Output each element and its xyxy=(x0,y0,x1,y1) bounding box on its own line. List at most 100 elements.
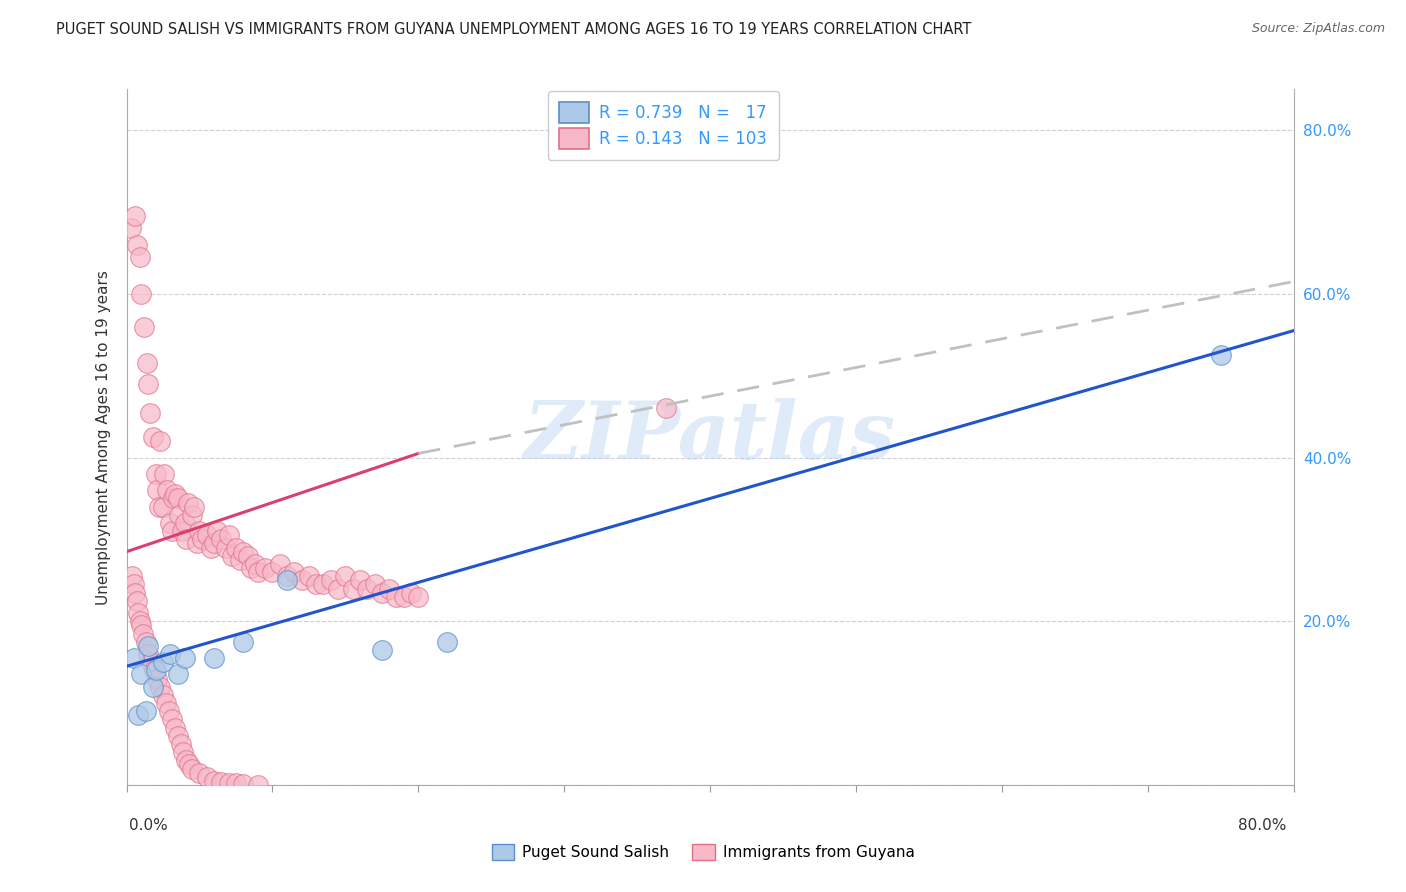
Point xyxy=(129,618,152,632)
Point xyxy=(152,688,174,702)
Point xyxy=(276,569,298,583)
Point xyxy=(127,708,149,723)
Point xyxy=(134,634,156,648)
Point xyxy=(155,696,177,710)
Point xyxy=(142,680,165,694)
Point xyxy=(378,582,401,596)
Point xyxy=(356,582,378,596)
Point xyxy=(152,500,174,514)
Point xyxy=(363,577,385,591)
Point xyxy=(166,667,188,681)
Point xyxy=(148,500,170,514)
Point xyxy=(218,775,240,789)
Point xyxy=(156,483,179,498)
Point xyxy=(159,516,181,530)
Point xyxy=(239,561,262,575)
Point xyxy=(371,643,394,657)
Point xyxy=(262,565,284,579)
Point xyxy=(408,590,430,604)
Text: ZIPatlas: ZIPatlas xyxy=(524,399,896,475)
Point xyxy=(195,770,218,784)
Point xyxy=(145,664,167,678)
Point xyxy=(172,745,194,759)
Point xyxy=(200,541,222,555)
Point xyxy=(218,528,240,542)
Point xyxy=(188,524,211,539)
Point xyxy=(335,569,357,583)
Point xyxy=(276,574,298,588)
Point xyxy=(141,655,163,669)
Point xyxy=(167,508,190,522)
Point xyxy=(176,753,198,767)
Point xyxy=(152,655,174,669)
Point xyxy=(349,574,371,588)
Point xyxy=(176,533,198,547)
Point xyxy=(166,729,188,743)
Point xyxy=(129,667,152,681)
Point xyxy=(205,524,228,539)
Point xyxy=(236,549,259,563)
Point xyxy=(254,561,277,575)
Point xyxy=(136,356,159,370)
Point xyxy=(132,319,155,334)
Text: 80.0%: 80.0% xyxy=(1239,818,1286,832)
Point xyxy=(131,626,153,640)
Point xyxy=(269,557,291,571)
Point xyxy=(209,533,232,547)
Legend: R = 0.739   N =   17, R = 0.143   N = 103: R = 0.739 N = 17, R = 0.143 N = 103 xyxy=(548,91,779,161)
Point xyxy=(159,647,181,661)
Point xyxy=(149,680,172,694)
Point xyxy=(186,536,208,550)
Point xyxy=(655,401,678,416)
Point xyxy=(436,634,458,648)
Point xyxy=(202,773,225,788)
Point xyxy=(174,651,197,665)
Point xyxy=(149,434,172,449)
Point xyxy=(202,536,225,550)
Point xyxy=(160,713,183,727)
Point xyxy=(225,776,247,790)
Point xyxy=(122,651,145,665)
Point xyxy=(305,577,328,591)
Point xyxy=(160,524,183,539)
Point xyxy=(169,737,191,751)
Point xyxy=(162,491,184,506)
Point xyxy=(371,585,394,599)
Text: 0.0%: 0.0% xyxy=(129,818,169,832)
Point xyxy=(290,574,312,588)
Point xyxy=(195,528,218,542)
Point xyxy=(183,500,205,514)
Point xyxy=(326,582,349,596)
Point xyxy=(232,777,254,791)
Point xyxy=(246,565,269,579)
Point xyxy=(153,467,176,481)
Point xyxy=(385,590,408,604)
Point xyxy=(298,569,321,583)
Point xyxy=(179,757,201,772)
Point xyxy=(319,574,342,588)
Point xyxy=(138,639,160,653)
Point xyxy=(188,765,211,780)
Point xyxy=(129,286,152,301)
Point xyxy=(143,664,166,678)
Point xyxy=(342,582,364,596)
Point xyxy=(128,250,150,264)
Point xyxy=(125,237,148,252)
Point xyxy=(191,533,214,547)
Point xyxy=(225,541,247,555)
Point xyxy=(392,590,415,604)
Point xyxy=(181,508,204,522)
Point xyxy=(146,483,169,498)
Point xyxy=(246,778,269,792)
Point xyxy=(146,672,169,686)
Point xyxy=(312,577,335,591)
Point xyxy=(181,762,204,776)
Point xyxy=(1209,348,1232,362)
Point xyxy=(138,647,160,661)
Point xyxy=(243,557,266,571)
Y-axis label: Unemployment Among Ages 16 to 19 years: Unemployment Among Ages 16 to 19 years xyxy=(96,269,111,605)
Point xyxy=(145,467,167,481)
Point xyxy=(221,549,243,563)
Point xyxy=(232,544,254,558)
Point xyxy=(157,704,180,718)
